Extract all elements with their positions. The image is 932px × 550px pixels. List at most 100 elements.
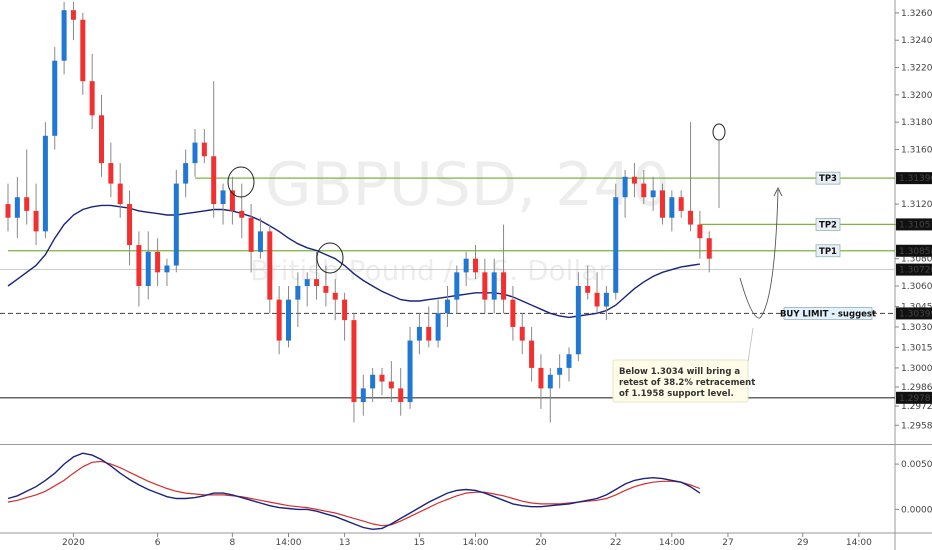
chart-drawings <box>227 123 783 363</box>
price-tick-label: 1.30150 <box>901 343 932 353</box>
candle-body <box>127 204 133 246</box>
candle-body <box>669 197 675 218</box>
candle-body <box>388 381 394 389</box>
candle-body <box>416 326 422 341</box>
candle-body <box>557 367 563 375</box>
last-price-box <box>896 263 932 276</box>
candle-body <box>14 197 20 218</box>
candle-body <box>566 354 572 368</box>
candle-body <box>706 238 712 259</box>
level-tag-label: BUY LIMIT - suggest <box>780 309 876 319</box>
candle-body <box>444 299 450 314</box>
price-tick-label: 1.32400 <box>901 36 932 46</box>
candle-body <box>547 374 553 389</box>
candle-body <box>332 292 338 300</box>
price-tick-label: 1.31200 <box>901 200 932 210</box>
candle-body <box>407 340 413 403</box>
price-tick-label: 1.32000 <box>901 91 932 101</box>
candle-body <box>52 60 58 136</box>
annotation-line: retest of 38.2% retracement <box>619 378 755 388</box>
candle-body <box>482 272 488 300</box>
marker-circle <box>316 242 344 274</box>
candle-body <box>145 251 151 286</box>
candle-body <box>360 388 366 403</box>
annotation-pointer <box>747 327 754 363</box>
candle-body <box>603 292 609 307</box>
time-tick-label: 20 <box>535 538 547 548</box>
candle-body <box>164 265 170 273</box>
candle-body <box>286 299 291 341</box>
time-tick-label: 14:00 <box>659 538 685 548</box>
candle-body <box>108 163 114 184</box>
time-tick-label: 15 <box>414 538 425 548</box>
price-tick-label: 1.30600 <box>901 282 932 292</box>
candle-body <box>33 210 39 232</box>
time-tick-label: 8 <box>230 538 236 548</box>
candle-body <box>136 245 142 286</box>
candle-body <box>183 163 189 184</box>
candle-body <box>678 197 684 211</box>
watermark-symbol: GBPUSD, 240 <box>265 150 670 220</box>
level-price-box <box>896 391 932 404</box>
level-tag <box>815 218 841 231</box>
candlesticks <box>5 2 712 423</box>
candle-body <box>201 142 207 157</box>
candle-body <box>173 183 179 266</box>
projection-path <box>739 189 779 319</box>
candle-body <box>89 81 95 116</box>
candle-body <box>575 285 581 355</box>
candle-body <box>379 374 385 382</box>
candle-body <box>491 272 497 300</box>
candle-body <box>61 10 67 61</box>
candle-body <box>519 326 525 341</box>
candle-body <box>276 299 282 341</box>
candle-body <box>80 19 86 82</box>
price-tick-label: 1.30000 <box>901 364 932 374</box>
time-tick-label: 14:00 <box>463 538 489 548</box>
price-tick-label: 1.30300 <box>901 323 932 333</box>
last-price-label: 1.30720 <box>899 266 932 276</box>
candle-body <box>650 190 656 198</box>
level-tag-label: TP3 <box>819 174 837 184</box>
chart-watermark: GBPUSD, 240 British Pound / U.S. Dollar <box>250 150 670 287</box>
candle-body <box>220 190 226 205</box>
time-tick-label: 14:00 <box>276 538 302 548</box>
level-price-label: 1.31390 <box>899 174 932 184</box>
candle-body <box>641 183 647 198</box>
level-price-box <box>896 244 932 257</box>
time-tick-label: 29 <box>797 538 809 548</box>
candle-body <box>585 285 591 293</box>
candle-body <box>463 258 469 273</box>
candle-body <box>510 299 516 327</box>
osc-tick-label: 0.00000 <box>901 505 932 515</box>
level-tag <box>783 307 873 320</box>
candle-body <box>211 156 217 205</box>
price-tick-label: 1.29860 <box>901 383 932 393</box>
time-tick-label: 13 <box>339 538 350 548</box>
price-tick-label: 1.29720 <box>901 402 932 412</box>
annotation-box: Below 1.3034 will bring a retest of 38.2%… <box>612 359 755 403</box>
level-tag-label: TP1 <box>819 247 837 257</box>
level-price-box <box>896 218 932 231</box>
price-axis: 1.32600 1.32400 1.32200 1.32000 1.31800 1.316… <box>895 9 932 431</box>
oscillator-main-line <box>7 452 701 531</box>
level-price-label: 1.30858 <box>899 247 932 257</box>
time-tick-label: 22 <box>610 538 621 548</box>
candle-body <box>454 272 460 300</box>
level-tag <box>815 244 841 258</box>
candle-body <box>304 279 310 286</box>
time-axis: 2020 6 8 14:00 13 15 14:00 20 22 14:00 27 29 14:00 <box>62 533 872 548</box>
candle-body <box>426 326 432 341</box>
candle-body <box>613 197 619 293</box>
level-tag-label: TP2 <box>819 220 837 230</box>
candle-body <box>697 224 703 239</box>
annotation-line: of 1.1958 support level. <box>619 389 734 399</box>
candle-body <box>295 285 301 300</box>
candle-body <box>117 183 123 205</box>
candle-body <box>99 115 104 164</box>
